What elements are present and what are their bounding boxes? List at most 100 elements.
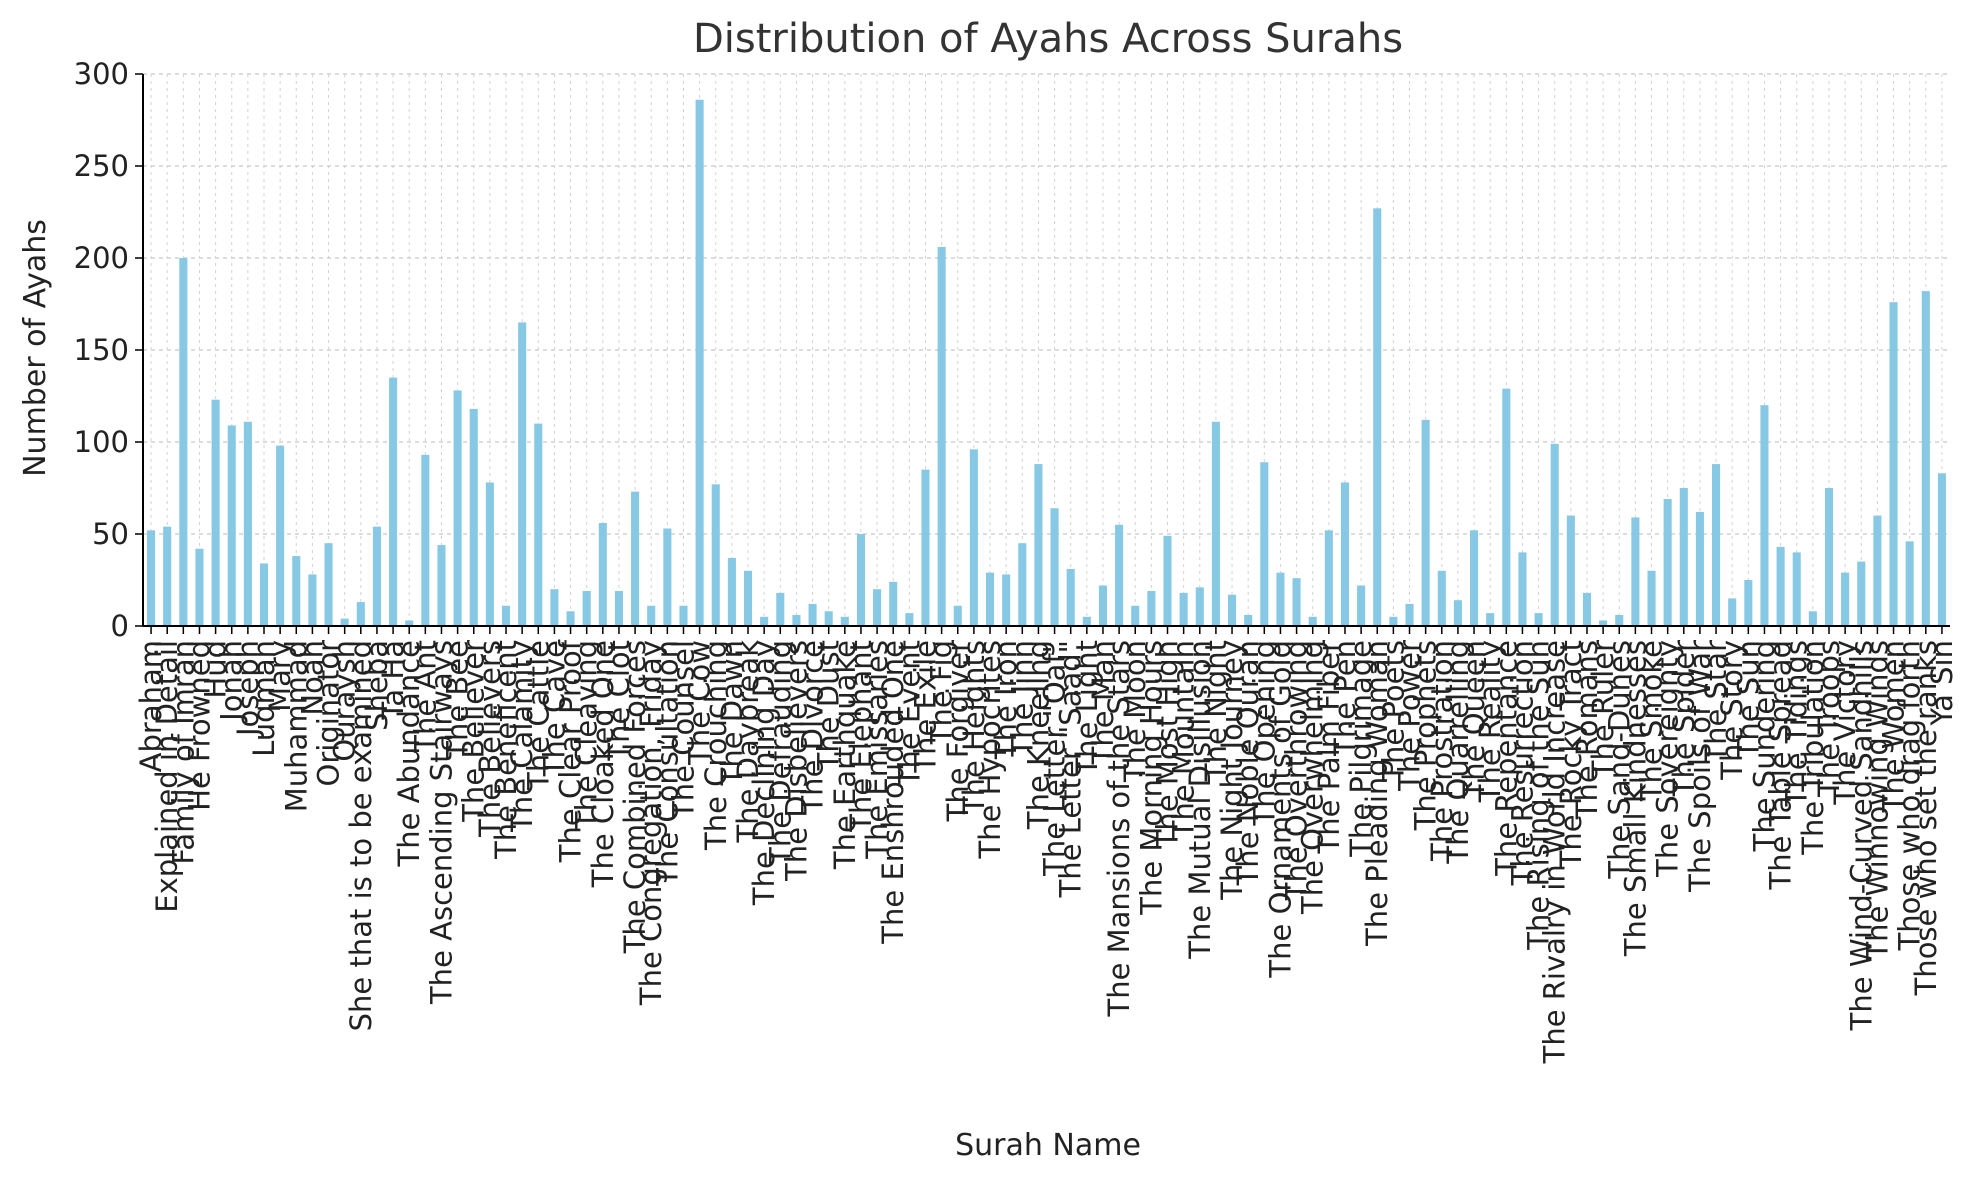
x-tick-label: The Event bbox=[892, 640, 926, 787]
x-tick-label: The Emissaries bbox=[860, 640, 894, 860]
bar bbox=[1760, 405, 1769, 626]
bar bbox=[1373, 208, 1382, 626]
bar bbox=[437, 545, 446, 626]
bar bbox=[308, 574, 317, 626]
x-axis-label: Surah Name bbox=[955, 1128, 1141, 1163]
y-tick-label: 0 bbox=[111, 609, 129, 643]
x-tick-label: The Sun bbox=[1731, 640, 1765, 759]
x-tick-label: The Rocky Tract bbox=[1554, 640, 1588, 869]
x-tick-label: The Abundance bbox=[392, 640, 426, 868]
bar bbox=[808, 603, 817, 626]
bar bbox=[1260, 462, 1269, 626]
bar bbox=[1324, 530, 1333, 626]
bar bbox=[1518, 552, 1527, 626]
x-tick-label: He Frowned bbox=[182, 640, 216, 811]
x-tick-label: The Night Journey bbox=[1215, 640, 1249, 901]
bar bbox=[1131, 605, 1140, 626]
x-tick-label: The Counsel bbox=[666, 640, 700, 820]
x-tick-label: The Exile bbox=[908, 640, 942, 774]
x-tick-label: The Overwhelming bbox=[1296, 640, 1330, 915]
bar bbox=[1873, 515, 1882, 626]
bar bbox=[1728, 598, 1737, 626]
bar bbox=[389, 377, 398, 626]
x-tick-label: The Sovereignty bbox=[1651, 640, 1685, 878]
bar bbox=[1921, 291, 1930, 626]
x-tick-label: Those who drag forth bbox=[1893, 640, 1927, 951]
x-tick-label: Originator bbox=[312, 640, 346, 787]
x-tick-label: The Earthquake bbox=[828, 640, 862, 870]
bar bbox=[1470, 530, 1479, 626]
x-tick-label: The Divorce bbox=[796, 640, 830, 815]
x-tick-label: The Tidings bbox=[1780, 640, 1814, 807]
x-tick-label: The Crouching bbox=[699, 640, 733, 851]
bar bbox=[840, 616, 849, 626]
bar bbox=[1034, 464, 1043, 626]
bar bbox=[453, 390, 462, 626]
x-tick-label: The Declining Day bbox=[747, 640, 781, 906]
bar bbox=[227, 425, 236, 626]
x-tick-label: The Letter "Saad" bbox=[1054, 640, 1088, 898]
x-tick-label: The Winnowing Winds bbox=[1860, 640, 1894, 961]
bar bbox=[1712, 464, 1721, 626]
bar bbox=[1744, 580, 1753, 626]
bar bbox=[921, 469, 930, 626]
x-tick-label: The Believer bbox=[457, 640, 491, 823]
x-tick-label: The Noble Quran bbox=[1231, 640, 1265, 886]
bar bbox=[1792, 552, 1801, 626]
bar bbox=[1857, 561, 1866, 626]
bar bbox=[614, 591, 623, 626]
x-tick-label: Jonah bbox=[215, 640, 249, 723]
x-tick-label: The Wind-Curved Sandhills bbox=[1844, 640, 1878, 1031]
x-tick-label: Quraysh bbox=[328, 640, 362, 762]
x-tick-label: The Fig bbox=[925, 640, 959, 745]
x-tick-label: The Ruler bbox=[1586, 640, 1620, 779]
x-tick-label: The Repentance bbox=[1489, 640, 1523, 877]
x-tick-label: The Pen bbox=[1328, 640, 1362, 757]
x-tick-label: The Defrauding bbox=[763, 640, 797, 866]
x-tick-label: The Women bbox=[1877, 640, 1911, 813]
x-tick-label: Explained in Detail bbox=[150, 640, 184, 913]
bar bbox=[889, 581, 898, 626]
bar bbox=[1002, 574, 1011, 626]
x-tick-label: The Kneeling bbox=[1021, 640, 1055, 830]
bar bbox=[485, 482, 494, 626]
x-tick-label: The Pleading Woman bbox=[1360, 640, 1394, 947]
x-tick-label: The Dust bbox=[812, 640, 846, 771]
bar bbox=[1292, 578, 1301, 626]
x-tick-label: The Spoils of War bbox=[1683, 640, 1717, 893]
bar bbox=[1599, 620, 1608, 626]
x-tick-label: The Pilgrimage bbox=[1344, 640, 1378, 858]
bar bbox=[147, 530, 156, 626]
x-tick-label: The Cave bbox=[537, 640, 571, 777]
bar bbox=[259, 563, 269, 626]
x-tick-label: The Poets bbox=[1376, 640, 1410, 783]
bar bbox=[1405, 603, 1414, 626]
x-tick-label: Luqman bbox=[247, 640, 281, 757]
x-tick-label: The Congregation, Friday bbox=[634, 640, 668, 1006]
x-tick-label: The Clear Proof bbox=[554, 639, 588, 863]
x-tick-label: The Elephant bbox=[844, 640, 878, 833]
bar bbox=[905, 613, 914, 626]
bar bbox=[631, 491, 640, 626]
x-tick-label: The Story bbox=[1715, 640, 1749, 781]
bar bbox=[1389, 616, 1398, 626]
x-tick-label: The Small Kindnesses bbox=[1618, 640, 1652, 957]
x-tick-label: The Spider bbox=[1667, 640, 1701, 797]
bar bbox=[1631, 517, 1640, 626]
x-tick-label: Abraham bbox=[134, 640, 168, 772]
grid-lines bbox=[143, 73, 1950, 627]
bar bbox=[356, 602, 365, 626]
y-tick-label: 100 bbox=[74, 425, 129, 459]
bar bbox=[1018, 543, 1027, 626]
x-tick-label: The Resurrection bbox=[1505, 640, 1539, 886]
bar bbox=[1179, 592, 1188, 626]
bar bbox=[405, 620, 414, 626]
bar bbox=[1905, 541, 1914, 626]
x-tick-label: Sheba bbox=[360, 640, 394, 731]
x-tick-label: The Most High bbox=[1151, 640, 1185, 849]
x-tick-label: The Overthrowing bbox=[1280, 640, 1314, 901]
x-tick-label: She that is to be examined bbox=[344, 640, 378, 1031]
bar bbox=[1050, 508, 1059, 626]
bar bbox=[1244, 614, 1253, 626]
